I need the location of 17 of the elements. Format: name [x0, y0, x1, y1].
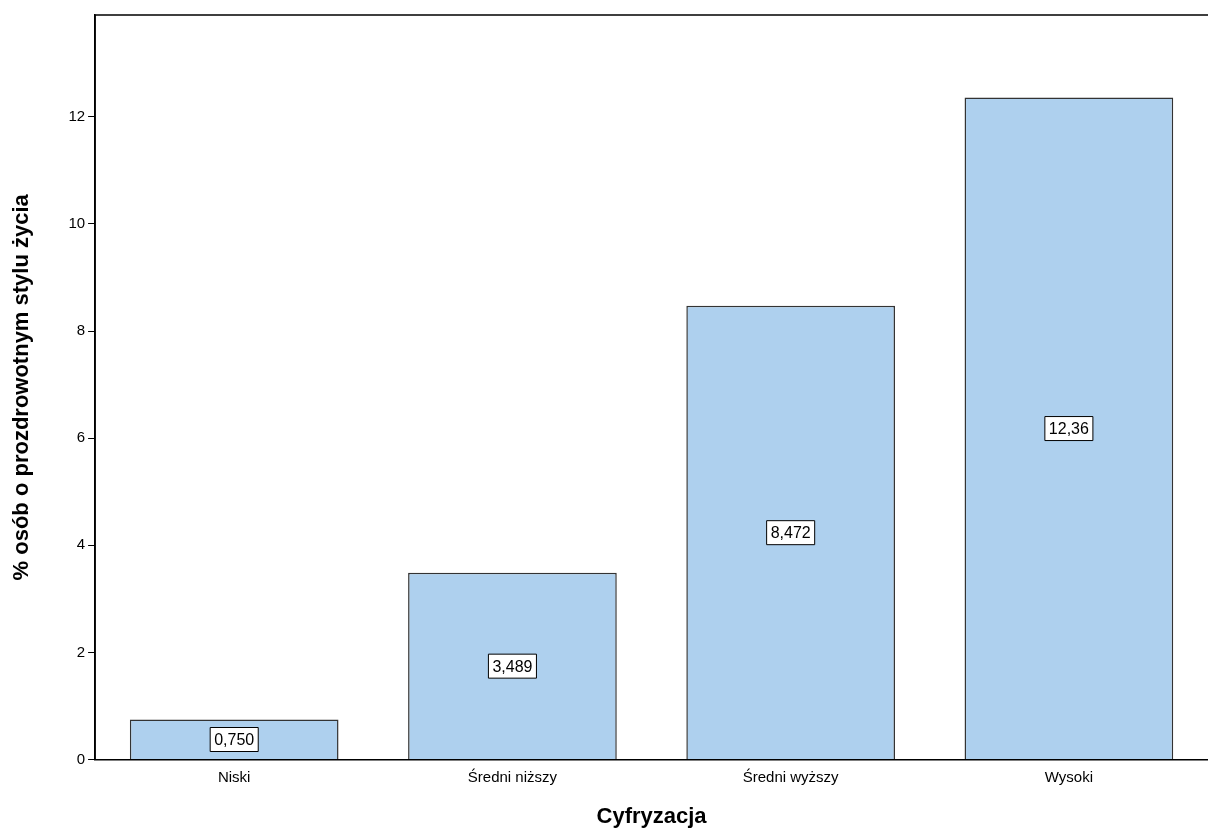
y-axis-title: % osób o prozdrowotnym stylu życia: [8, 193, 34, 581]
y-tick-label: 6: [76, 428, 86, 446]
x-axis-title: Cyfryzacja: [596, 802, 708, 828]
y-tick-label: 4: [76, 535, 86, 553]
data-label: 12,36: [1048, 419, 1089, 437]
y-tick-label: 0: [76, 749, 86, 767]
y-tick-label: 8: [76, 321, 86, 339]
x-tick-label: Wysoki: [1044, 767, 1093, 785]
y-tick-label: 12: [68, 106, 86, 124]
data-label: 3,489: [492, 657, 533, 675]
data-label: 0,750: [214, 730, 255, 748]
x-tick-label: Średni wyższy: [742, 767, 840, 785]
x-tick-label: Niski: [217, 767, 251, 785]
y-tick-label: 10: [68, 214, 86, 232]
data-label: 8,472: [770, 524, 811, 542]
x-tick-label: Średni niższy: [467, 767, 558, 785]
y-tick-label: 2: [76, 642, 86, 660]
